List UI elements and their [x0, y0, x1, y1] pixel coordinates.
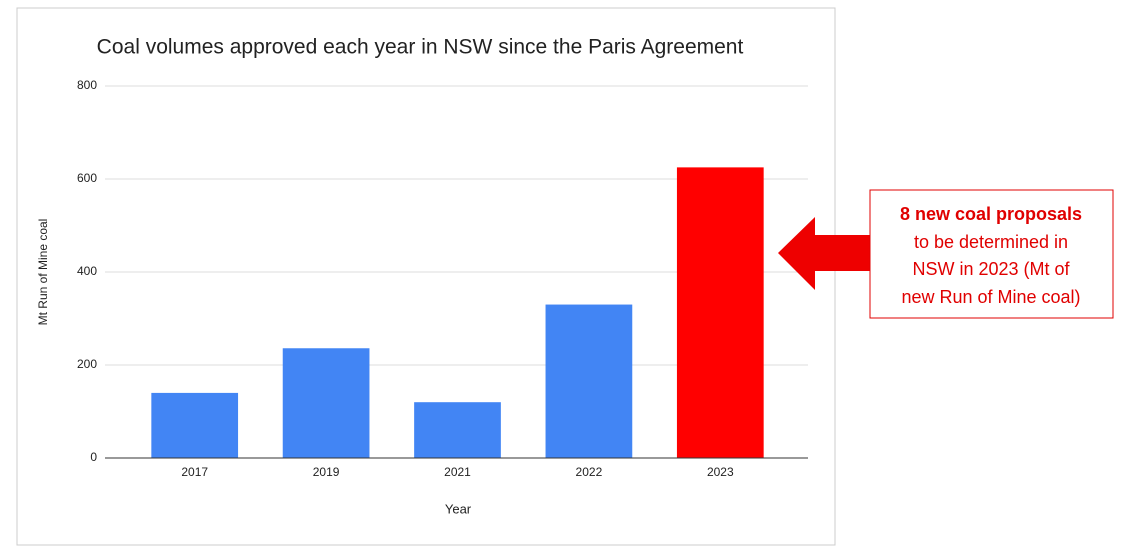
- annotation-title: 8 new coal proposals: [900, 204, 1082, 224]
- bar: [676, 167, 764, 458]
- x-tick-label: 2021: [444, 465, 471, 479]
- arrow: [778, 217, 870, 290]
- annotation-box: [869, 189, 1114, 319]
- annotation-line: to be determined in: [914, 232, 1068, 252]
- y-tick-label: 200: [77, 357, 97, 371]
- y-tick-label: 0: [90, 450, 97, 464]
- x-tick-label: 2023: [707, 465, 734, 479]
- x-tick-label: 2019: [313, 465, 340, 479]
- y-tick-label: 600: [77, 171, 97, 185]
- x-axis-title: Year: [445, 501, 472, 516]
- bar: [282, 348, 370, 458]
- y-tick-label: 400: [77, 264, 97, 278]
- chart-title: Coal volumes approved each year in NSW s…: [97, 36, 744, 59]
- y-tick-label: 800: [77, 78, 97, 92]
- x-tick-label: 2017: [181, 465, 208, 479]
- bar: [151, 392, 239, 458]
- x-tick-label: 2022: [576, 465, 603, 479]
- annotation-line: new Run of Mine coal): [901, 287, 1080, 307]
- y-axis-title: Mt Run of Mine coal: [36, 219, 50, 326]
- bar: [414, 402, 501, 458]
- bar: [545, 304, 633, 458]
- annotation-line: NSW in 2023 (Mt of: [912, 259, 1070, 279]
